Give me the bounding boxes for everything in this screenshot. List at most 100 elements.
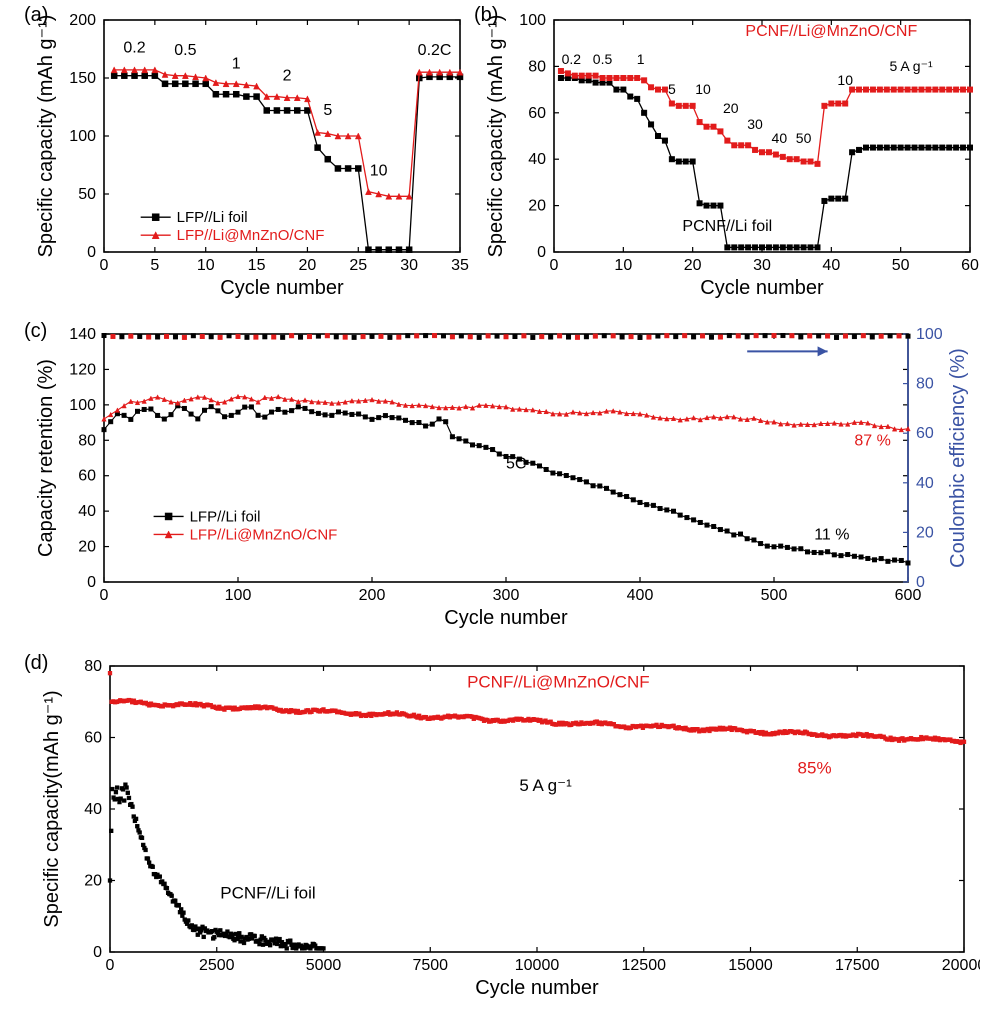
svg-text:0.5: 0.5 bbox=[174, 42, 196, 59]
svg-text:300: 300 bbox=[493, 587, 520, 604]
svg-text:Cycle number: Cycle number bbox=[444, 607, 568, 629]
svg-text:0.2: 0.2 bbox=[562, 51, 582, 67]
svg-text:LFP//Li@MnZnO/CNF: LFP//Li@MnZnO/CNF bbox=[190, 526, 338, 543]
chart-d: 0250050007500100001250015000175002000002… bbox=[30, 654, 980, 1010]
svg-text:200: 200 bbox=[359, 587, 386, 604]
svg-text:100: 100 bbox=[519, 12, 546, 29]
svg-text:60: 60 bbox=[528, 105, 546, 122]
svg-text:60: 60 bbox=[916, 425, 934, 442]
svg-text:30: 30 bbox=[747, 116, 763, 132]
svg-text:200: 200 bbox=[69, 12, 96, 29]
svg-text:30: 30 bbox=[753, 257, 771, 274]
svg-text:40: 40 bbox=[528, 151, 546, 168]
svg-text:30: 30 bbox=[400, 257, 418, 274]
svg-text:PCNF//Li@MnZnO/CNF: PCNF//Li@MnZnO/CNF bbox=[745, 23, 917, 40]
svg-text:Specific capacity (mAh g⁻¹): Specific capacity (mAh g⁻¹) bbox=[485, 15, 507, 258]
chart-c: 0100200300400500600020406080100120140Cyc… bbox=[30, 322, 980, 638]
svg-text:80: 80 bbox=[84, 658, 102, 675]
svg-text:120: 120 bbox=[69, 361, 96, 378]
svg-text:140: 140 bbox=[69, 326, 96, 343]
svg-text:Capacity retention (%): Capacity retention (%) bbox=[35, 359, 57, 557]
svg-text:85%: 85% bbox=[798, 758, 832, 777]
svg-text:Cycle number: Cycle number bbox=[475, 977, 599, 999]
svg-text:50: 50 bbox=[78, 186, 96, 203]
svg-text:LFP//Li foil: LFP//Li foil bbox=[177, 209, 248, 226]
svg-text:10: 10 bbox=[837, 72, 853, 88]
svg-text:5C: 5C bbox=[506, 456, 526, 473]
svg-text:0: 0 bbox=[87, 574, 96, 591]
svg-text:2: 2 bbox=[283, 67, 292, 84]
svg-text:80: 80 bbox=[78, 432, 96, 449]
svg-text:20: 20 bbox=[916, 524, 934, 541]
svg-text:0.5: 0.5 bbox=[593, 51, 613, 67]
svg-text:10: 10 bbox=[370, 162, 388, 179]
svg-text:Cycle number: Cycle number bbox=[700, 277, 824, 299]
svg-text:20: 20 bbox=[684, 257, 702, 274]
svg-text:11 %: 11 % bbox=[814, 526, 849, 543]
svg-text:50: 50 bbox=[796, 130, 812, 146]
svg-text:12500: 12500 bbox=[622, 957, 667, 974]
svg-text:87 %: 87 % bbox=[854, 433, 890, 450]
svg-text:LFP//Li foil: LFP//Li foil bbox=[190, 508, 261, 525]
svg-text:40: 40 bbox=[78, 503, 96, 520]
chart-a: 05101520253035050100150200Cycle numberSp… bbox=[30, 6, 470, 308]
svg-text:60: 60 bbox=[961, 257, 979, 274]
svg-text:500: 500 bbox=[761, 587, 788, 604]
svg-text:40: 40 bbox=[772, 130, 788, 146]
svg-text:0: 0 bbox=[87, 244, 96, 261]
svg-text:60: 60 bbox=[78, 468, 96, 485]
svg-text:2500: 2500 bbox=[199, 957, 235, 974]
svg-text:80: 80 bbox=[528, 58, 546, 75]
svg-text:10: 10 bbox=[197, 257, 215, 274]
svg-text:PCNF//Li foil: PCNF//Li foil bbox=[682, 218, 772, 235]
svg-text:Cycle number: Cycle number bbox=[220, 277, 344, 299]
svg-text:15: 15 bbox=[248, 257, 266, 274]
svg-text:35: 35 bbox=[451, 257, 469, 274]
svg-text:400: 400 bbox=[627, 587, 654, 604]
svg-text:0: 0 bbox=[916, 574, 925, 591]
svg-text:1: 1 bbox=[232, 56, 241, 73]
svg-text:17500: 17500 bbox=[835, 957, 880, 974]
svg-text:10: 10 bbox=[695, 81, 711, 97]
svg-text:20: 20 bbox=[723, 100, 739, 116]
svg-text:20: 20 bbox=[84, 873, 102, 890]
svg-text:LFP//Li@MnZnO/CNF: LFP//Li@MnZnO/CNF bbox=[177, 227, 325, 244]
svg-text:100: 100 bbox=[916, 326, 943, 343]
svg-text:40: 40 bbox=[84, 801, 102, 818]
svg-text:150: 150 bbox=[69, 70, 96, 87]
svg-text:0: 0 bbox=[100, 587, 109, 604]
svg-text:20: 20 bbox=[299, 257, 317, 274]
svg-text:Specific capacity(mAh g⁻¹): Specific capacity(mAh g⁻¹) bbox=[41, 690, 63, 927]
svg-text:PCNF//Li foil: PCNF//Li foil bbox=[220, 883, 315, 902]
svg-text:5 A g⁻¹: 5 A g⁻¹ bbox=[889, 58, 933, 74]
svg-text:0: 0 bbox=[550, 257, 559, 274]
svg-text:Specific capacity (mAh g⁻¹): Specific capacity (mAh g⁻¹) bbox=[35, 15, 57, 258]
svg-text:0.2C: 0.2C bbox=[418, 42, 452, 59]
svg-text:20: 20 bbox=[78, 539, 96, 556]
svg-text:7500: 7500 bbox=[412, 957, 448, 974]
svg-text:0.2: 0.2 bbox=[123, 39, 145, 56]
svg-text:60: 60 bbox=[84, 730, 102, 747]
svg-text:100: 100 bbox=[69, 128, 96, 145]
chart-b: 0 10 20 30 40 50 60 0 20 40 60 80 100 Cycle number Spe… bbox=[480, 6, 980, 308]
svg-text:10000: 10000 bbox=[515, 957, 560, 974]
svg-text:0: 0 bbox=[93, 944, 102, 961]
svg-text:20: 20 bbox=[528, 198, 546, 215]
svg-text:40: 40 bbox=[822, 257, 840, 274]
svg-text:1: 1 bbox=[637, 51, 645, 67]
svg-text:40: 40 bbox=[916, 475, 934, 492]
svg-text:100: 100 bbox=[225, 587, 252, 604]
svg-text:PCNF//Li@MnZnO/CNF: PCNF//Li@MnZnO/CNF bbox=[467, 672, 650, 691]
svg-text:0: 0 bbox=[100, 257, 109, 274]
svg-text:5: 5 bbox=[150, 257, 159, 274]
svg-text:5000: 5000 bbox=[306, 957, 342, 974]
svg-text:0: 0 bbox=[537, 244, 546, 261]
svg-text:5: 5 bbox=[323, 102, 332, 119]
svg-text:100: 100 bbox=[69, 397, 96, 414]
svg-text:0: 0 bbox=[106, 957, 115, 974]
svg-text:80: 80 bbox=[916, 376, 934, 393]
svg-text:15000: 15000 bbox=[728, 957, 773, 974]
svg-text:5 A g⁻¹: 5 A g⁻¹ bbox=[519, 776, 572, 795]
svg-text:25: 25 bbox=[349, 257, 367, 274]
svg-text:10: 10 bbox=[614, 257, 632, 274]
